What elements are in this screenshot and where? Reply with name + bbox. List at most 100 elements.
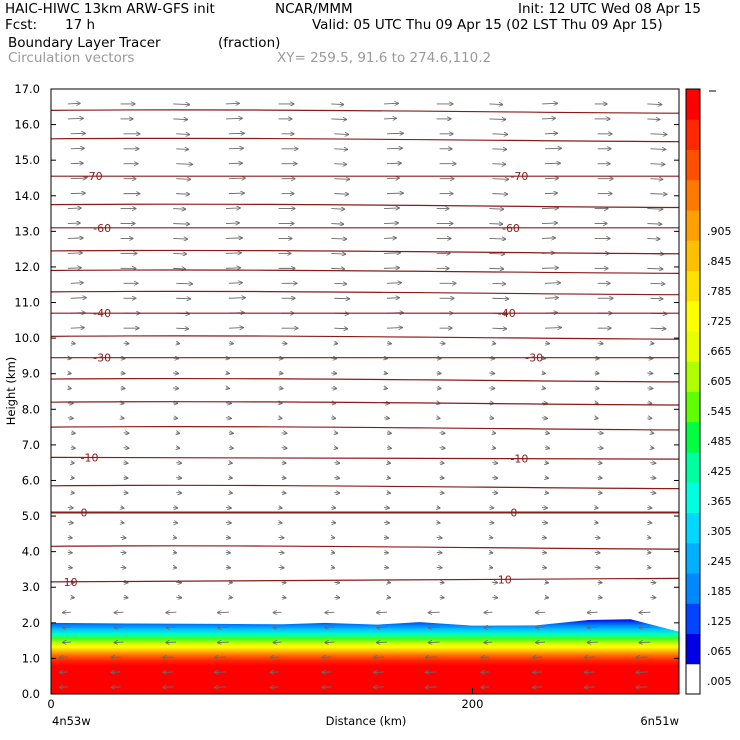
vector-arrow [594, 388, 599, 389]
contour-label: -40 [498, 307, 516, 320]
vector-arrow [228, 193, 244, 194]
vector-arrow [229, 493, 232, 494]
vector-arrow [636, 657, 648, 658]
vector-arrow [536, 627, 546, 628]
vector-arrow [70, 343, 75, 344]
vector-arrow [70, 148, 84, 149]
vector-arrow [489, 253, 504, 254]
vector-arrow [545, 148, 561, 149]
vector-arrow [218, 612, 229, 613]
vector-arrow [70, 433, 75, 434]
vector-arrow [331, 119, 346, 120]
contour-line [51, 290, 679, 296]
vector-arrow [426, 672, 437, 673]
vector-arrow [437, 522, 440, 523]
vector-arrow [322, 657, 332, 658]
vector-arrow [492, 328, 506, 329]
vector-arrow [489, 418, 493, 419]
colorbar-label: .845 [707, 255, 732, 268]
contour-line [51, 456, 679, 460]
vector-arrow [492, 478, 497, 479]
vector-arrow [383, 537, 388, 538]
plot-frame [50, 88, 680, 695]
valid-time: Valid: 05 UTC Thu 09 Apr 15 (02 LST Thu … [312, 17, 663, 33]
y-tick-label: 16.0 [14, 118, 40, 132]
vector-arrow [121, 418, 124, 419]
vector-arrow [173, 224, 189, 225]
vector-arrow [545, 163, 560, 164]
vector-arrow [173, 253, 186, 254]
vector-arrow [279, 418, 282, 419]
vector-arrow [481, 687, 490, 688]
vector-arrow [121, 522, 124, 523]
colorbar-segment [686, 573, 700, 604]
vector-arrow [545, 582, 548, 583]
fcst-label: Fcst: [5, 17, 38, 33]
y-tick-label: 11.0 [14, 296, 40, 310]
vector-arrow [228, 298, 245, 299]
vector-arrow [173, 567, 176, 568]
vector-arrow [544, 298, 558, 299]
x-endpoint-left: 4n53w [52, 714, 91, 728]
vector-arrow [60, 672, 68, 673]
colorbar-label: .665 [707, 345, 732, 358]
vector-arrow [112, 672, 121, 673]
vector-arrow [429, 642, 440, 643]
colorbar-segment [686, 391, 700, 423]
vector-arrow [545, 283, 560, 284]
vector-arrow [383, 103, 398, 104]
vector-arrow [226, 388, 229, 389]
y-tick-label: 14.0 [14, 189, 40, 203]
vector-arrow [383, 522, 389, 523]
vector-arrow [334, 298, 349, 299]
vector-arrow [492, 179, 508, 180]
vector-arrow [541, 508, 547, 509]
vector-arrow [218, 627, 229, 628]
vector-arrow [228, 328, 243, 329]
vector-arrow [166, 642, 177, 643]
colorbar-frame [685, 88, 701, 695]
vector-arrow [121, 403, 124, 404]
vector-arrow [68, 373, 71, 374]
contour-line [51, 109, 679, 114]
vector-arrow [225, 223, 239, 224]
vector-arrow [331, 388, 336, 389]
vector-arrow [229, 463, 232, 464]
vector-arrow [123, 597, 128, 598]
field-name: Boundary Layer Tracer [8, 35, 161, 51]
vector-arrow [215, 672, 226, 673]
vector-arrow [274, 642, 282, 643]
vector-arrow [595, 403, 598, 404]
vector-arrow [334, 134, 348, 135]
vector-arrow [334, 194, 348, 195]
vector-arrow [383, 223, 398, 224]
vector-arrow [386, 133, 403, 134]
colorbar-segment [686, 482, 700, 513]
contour-label: -10 [81, 451, 99, 464]
vector-arrow [374, 672, 384, 673]
vector-arrow [492, 194, 507, 195]
vector-arrow [647, 522, 651, 523]
overlay-name: Circulation vectors [8, 50, 135, 66]
vector-arrow [492, 582, 497, 583]
colorbar-label: .065 [707, 645, 732, 658]
vector-arrow [176, 582, 181, 583]
vector-arrow [597, 478, 602, 479]
vector-arrow [650, 298, 662, 299]
vector-arrow [281, 433, 287, 434]
vector-arrow [595, 522, 598, 523]
colorbar-label: .785 [707, 285, 732, 298]
vector-arrow [489, 537, 492, 538]
circulation-vectors [60, 103, 667, 687]
colorbar-label: .905 [707, 225, 732, 238]
vector-arrow [228, 283, 242, 284]
vector-arrow [597, 343, 603, 344]
contour-line [51, 377, 679, 383]
vector-arrow [541, 418, 547, 419]
vector-arrow [383, 118, 396, 119]
vector-arrow [439, 478, 444, 479]
vector-arrow [588, 627, 598, 628]
vector-arrow [597, 448, 603, 449]
vector-arrow [70, 328, 84, 329]
